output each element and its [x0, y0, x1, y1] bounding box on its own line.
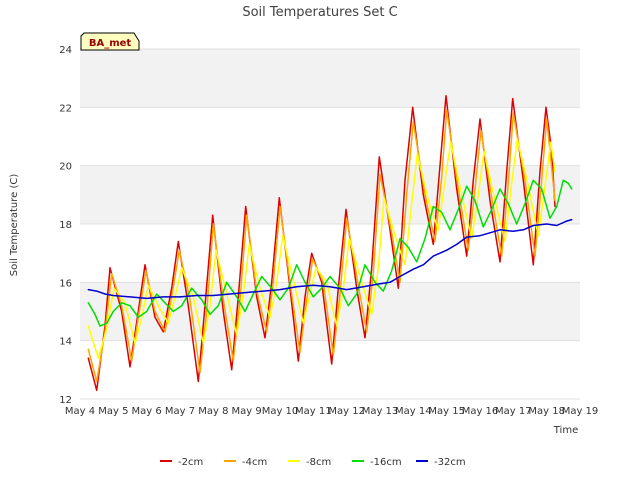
y-tick-label: 14 [59, 337, 72, 348]
x-tick-label: May 5 [98, 406, 128, 417]
x-tick-label: May 19 [562, 406, 599, 417]
x-tick-label: May 11 [295, 406, 332, 417]
background-band [80, 224, 580, 283]
y-tick-label: 18 [59, 220, 72, 231]
legend: -2cm -4cm -8cm -16cm -32cm [160, 457, 466, 468]
x-tick-label: May 9 [232, 406, 262, 417]
background-band [80, 107, 580, 166]
x-tick-label: May 4 [65, 406, 95, 417]
station-badge: BA_met [80, 32, 140, 51]
legend-item: -16cm [352, 457, 402, 468]
legend-item: -2cm [160, 457, 203, 468]
station-badge-label: BA_met [89, 38, 132, 49]
x-tick-label: May 12 [328, 406, 365, 417]
legend-label: -16cm [370, 457, 402, 468]
legend-item: -8cm [288, 457, 331, 468]
x-tick-label: May 17 [495, 406, 532, 417]
y-axis-label: Soil Temperature (C) [9, 174, 20, 277]
legend-label: -8cm [306, 457, 331, 468]
background-band [80, 165, 580, 224]
legend-label: -32cm [434, 457, 466, 468]
series-line-16cm [87, 179, 573, 327]
x-tick-label: May 6 [132, 406, 162, 417]
x-tick-label: May 8 [198, 406, 228, 417]
series-line-32cm [87, 218, 573, 300]
legend-item: -32cm [416, 457, 466, 468]
y-tick-label: 16 [59, 278, 72, 289]
x-axis-label: Time [553, 425, 578, 436]
background-bands [80, 49, 580, 399]
legend-label: -4cm [242, 457, 267, 468]
y-tick-label: 20 [59, 162, 72, 173]
y-tick-label: 24 [59, 45, 72, 56]
x-tick-label: May 14 [395, 406, 432, 417]
x-tick-label: May 7 [165, 406, 195, 417]
y-tick-label: 12 [59, 395, 72, 406]
chart-title: Soil Temperatures Set C [242, 5, 397, 20]
legend-item: -4cm [224, 457, 267, 468]
legend-label: -2cm [178, 457, 203, 468]
y-axis-ticks: 12 14 16 18 20 22 24 [59, 45, 72, 406]
series-layer [87, 94, 573, 392]
x-tick-label: May 10 [262, 406, 299, 417]
x-tick-label: May 18 [528, 406, 565, 417]
station-badge-shape [80, 32, 140, 51]
x-tick-label: May 13 [362, 406, 399, 417]
x-axis-ticks: May 4 May 5 May 6 May 7 May 8 May 9 May 10May … [65, 406, 598, 417]
y-tick-label: 22 [59, 103, 72, 114]
x-tick-label: May 16 [462, 406, 499, 417]
background-band [80, 49, 580, 108]
x-tick-label: May 15 [428, 406, 465, 417]
